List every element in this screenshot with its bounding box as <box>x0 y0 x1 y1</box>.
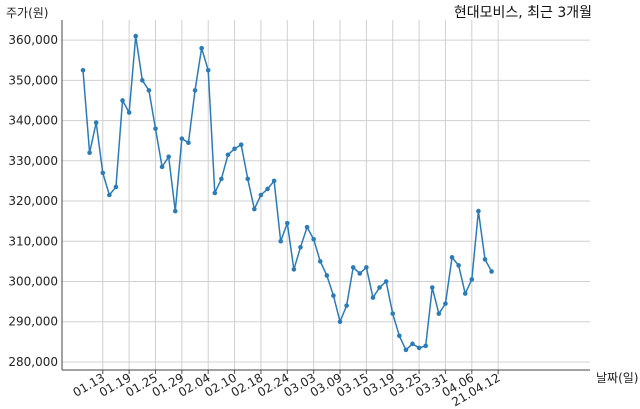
data-point <box>232 146 237 152</box>
data-point <box>199 45 204 51</box>
data-point <box>364 265 369 270</box>
data-point <box>265 186 270 192</box>
y-tick-label: 330,000 <box>8 154 58 168</box>
data-point <box>133 33 139 39</box>
y-tick-label: 350,000 <box>8 73 58 87</box>
y-tick-label: 280,000 <box>8 355 58 369</box>
data-point <box>238 142 244 148</box>
series-points <box>80 33 494 353</box>
data-point <box>370 295 376 300</box>
data-point <box>107 192 112 198</box>
grid <box>62 20 590 370</box>
data-point <box>311 236 316 242</box>
data-point <box>271 178 277 184</box>
data-point <box>383 279 389 284</box>
data-point <box>489 269 494 274</box>
data-point <box>252 206 257 212</box>
data-point <box>482 257 488 262</box>
y-tick-label: 290,000 <box>8 315 58 329</box>
data-point <box>449 255 455 260</box>
data-point <box>93 120 99 125</box>
data-point <box>423 343 428 349</box>
axes <box>61 20 590 374</box>
data-point <box>324 273 330 278</box>
y-axis-title: 주가(원) <box>6 6 48 20</box>
data-point <box>456 263 461 268</box>
y-tick-label: 360,000 <box>8 33 58 47</box>
y-tick-label: 340,000 <box>8 114 58 128</box>
data-point <box>317 259 323 264</box>
data-point <box>120 98 125 103</box>
data-point <box>172 208 178 214</box>
data-point <box>298 245 303 250</box>
data-point <box>331 293 336 298</box>
data-point <box>390 311 396 316</box>
y-tick-label: 310,000 <box>8 234 58 248</box>
data-point <box>225 152 231 158</box>
data-point <box>476 208 481 214</box>
data-point <box>304 224 310 230</box>
x-axis-title: 날짜(일) <box>596 371 638 385</box>
data-point <box>186 140 191 145</box>
data-point <box>192 88 198 93</box>
data-point <box>258 192 264 198</box>
data-point <box>429 285 435 290</box>
data-point <box>205 67 211 73</box>
data-point <box>436 311 442 316</box>
data-point <box>126 110 132 115</box>
data-point <box>357 271 363 276</box>
data-point <box>410 341 415 347</box>
chart-title: 현대모비스, 최근 3개월 <box>454 5 592 21</box>
data-point <box>140 78 145 83</box>
data-point <box>344 303 349 308</box>
data-point <box>166 154 171 160</box>
y-tick-label: 300,000 <box>8 274 58 288</box>
data-point <box>284 220 290 226</box>
data-point <box>179 136 185 141</box>
data-point <box>212 190 218 196</box>
data-point <box>416 345 422 351</box>
data-point <box>100 170 106 176</box>
data-point <box>403 347 409 353</box>
data-point <box>153 126 158 131</box>
data-point <box>469 277 475 282</box>
data-point <box>219 176 224 182</box>
data-point <box>278 238 284 244</box>
data-point <box>146 88 152 93</box>
data-point <box>245 176 251 182</box>
data-point <box>159 164 165 170</box>
data-point <box>337 319 343 325</box>
data-point <box>350 265 356 270</box>
y-tick-label: 320,000 <box>8 194 58 208</box>
data-point <box>377 285 382 290</box>
data-point <box>113 184 119 190</box>
data-point <box>397 333 402 339</box>
tick-labels: 280,000 290,000 300,000 310,000 320,000 330,0… <box>8 33 502 409</box>
data-point <box>87 150 92 156</box>
data-point <box>80 67 86 73</box>
data-point <box>462 291 468 296</box>
data-point <box>443 301 448 306</box>
data-point <box>291 267 297 272</box>
